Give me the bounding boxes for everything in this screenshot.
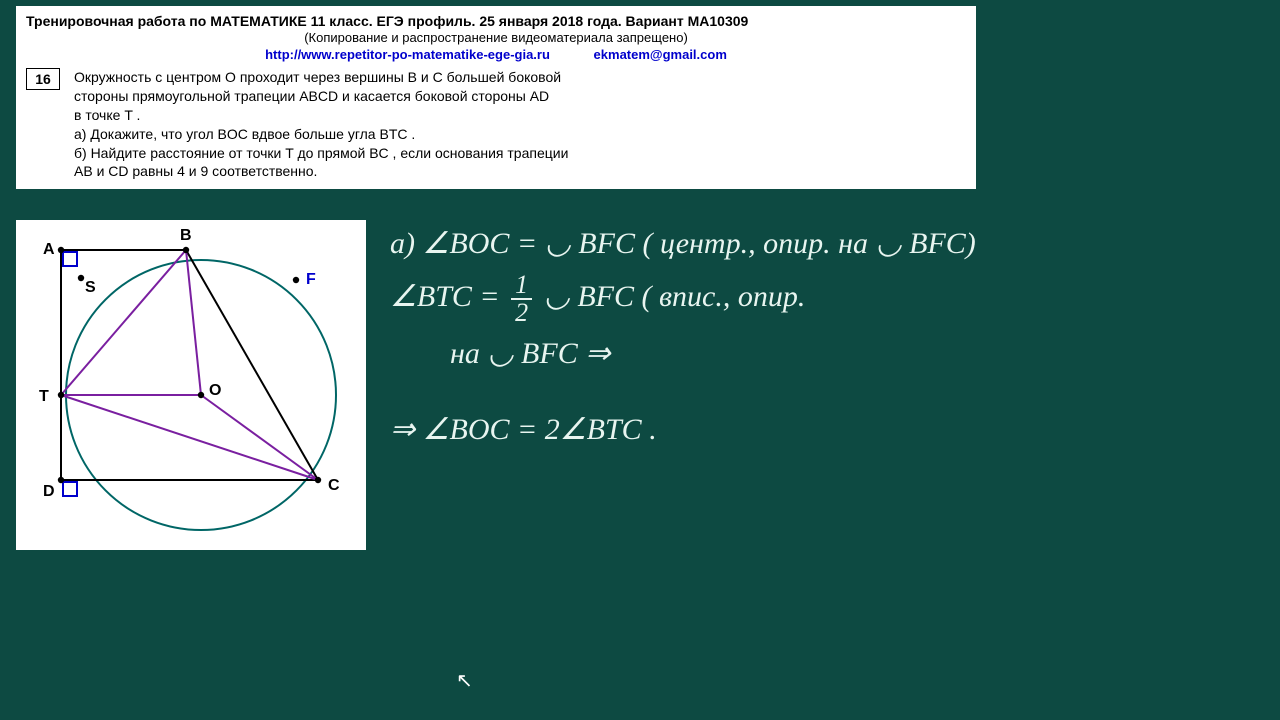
problem-body: 16 Окружность с центром O проходит через… xyxy=(26,68,966,181)
svg-text:T: T xyxy=(39,388,49,405)
problem-subheader: (Копирование и распространение видеомате… xyxy=(26,30,966,47)
problem-line: стороны прямоугольной трапеции ABCD и ка… xyxy=(74,87,568,106)
problem-text: Окружность с центром O проходит через ве… xyxy=(74,68,568,181)
svg-text:C: C xyxy=(328,477,340,494)
problem-header: Тренировочная работа по МАТЕМАТИКЕ 11 кл… xyxy=(26,12,966,30)
frac-top: 1 xyxy=(511,272,532,300)
svg-text:O: O xyxy=(209,382,221,399)
chalk-text: ◡ BFC ( впис., опир. xyxy=(544,280,806,313)
problem-line: а) Докажите, что угол BOC вдвое больше у… xyxy=(74,125,568,144)
problem-line: Окружность с центром O проходит через ве… xyxy=(74,68,568,87)
frac-bot: 2 xyxy=(511,300,532,326)
chalk-line: ⇒ ∠BOC = 2∠BTC . xyxy=(390,406,1270,454)
problem-email[interactable]: ekmatem@gmail.com xyxy=(594,47,727,62)
problem-number: 16 xyxy=(26,68,60,90)
problem-links: http://www.repetitor-po-matematike-ege-g… xyxy=(26,47,966,64)
problem-url[interactable]: http://www.repetitor-po-matematike-ege-g… xyxy=(265,47,550,62)
svg-text:A: A xyxy=(43,241,55,258)
chalk-text: ∠BTC = xyxy=(390,280,507,313)
chalk-line: на ◡ BFC ⇒ xyxy=(390,330,1270,378)
chalk-line: ∠BTC = 1 2 ◡ BFC ( впис., опир. xyxy=(390,272,1270,326)
diagram-svg: A B S T O D C F xyxy=(16,220,366,550)
svg-text:D: D xyxy=(43,483,55,500)
svg-text:B: B xyxy=(180,227,192,244)
problem-line: б) Найдите расстояние от точки T до прям… xyxy=(74,144,568,163)
cursor-icon: ↖ xyxy=(456,668,473,693)
svg-text:F: F xyxy=(306,271,316,288)
chalk-line: a) ∠BOC = ◡ BFC ( центр., опир. на ◡ BFC… xyxy=(390,220,1270,268)
problem-line: в точке T . xyxy=(74,106,568,125)
problem-line: AB и CD равны 4 и 9 соответственно. xyxy=(74,162,568,181)
problem-statement: Тренировочная работа по МАТЕМАТИКЕ 11 кл… xyxy=(16,6,976,189)
svg-text:S: S xyxy=(85,279,96,296)
fraction: 1 2 xyxy=(511,272,532,326)
chalkboard-solution: a) ∠BOC = ◡ BFC ( центр., опир. на ◡ BFC… xyxy=(390,220,1270,458)
geometry-diagram: A B S T O D C F xyxy=(16,220,366,550)
